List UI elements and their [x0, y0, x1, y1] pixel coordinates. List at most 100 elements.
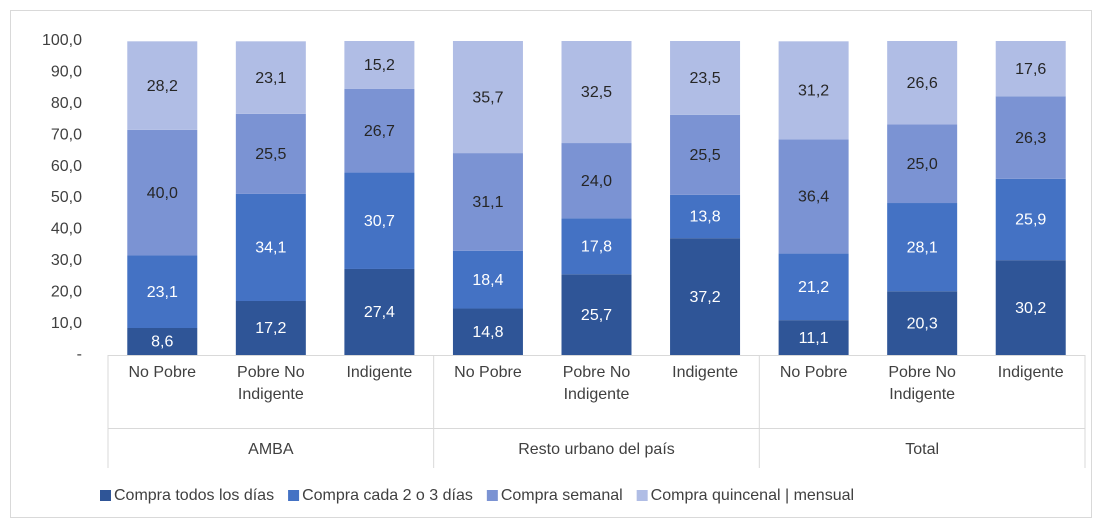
legend-swatch: [288, 490, 300, 501]
chart-border: [10, 10, 1092, 518]
x-tick-label: Indigente: [672, 364, 738, 381]
data-label: 40,0: [147, 185, 178, 202]
group-label: Total: [905, 441, 939, 458]
data-label: 25,5: [255, 146, 286, 163]
y-tick-label: 30,0: [51, 252, 82, 269]
legend-swatch: [100, 490, 111, 501]
y-tick-label: 20,0: [51, 283, 82, 300]
x-tick-label: Pobre No Indigente: [562, 364, 631, 403]
bar-segment: [778, 253, 849, 321]
bar-segment: [778, 320, 849, 355]
data-label: 35,7: [472, 89, 503, 106]
bar-segment: [887, 41, 958, 125]
bar-segment: [235, 193, 306, 301]
y-tick-label: 100,0: [42, 32, 82, 49]
bar-segment: [887, 203, 958, 292]
data-label: 23,1: [255, 70, 286, 87]
bar-segment: [561, 143, 632, 219]
bar-segment: [995, 260, 1066, 355]
bar-segment: [127, 255, 198, 328]
legend-swatch: [636, 490, 648, 501]
y-tick-label: -: [77, 346, 82, 363]
bar-segment: [344, 268, 415, 355]
bar-segment: [995, 96, 1066, 179]
legend-label: Compra quincenal | mensual: [651, 487, 854, 504]
bar-segment: [670, 194, 741, 239]
bar-segment: [344, 41, 415, 89]
x-tick-label: No Pobre: [779, 364, 848, 381]
bar-segment: [235, 300, 306, 355]
x-tick-label: Indigente: [997, 364, 1064, 381]
bar-segment: [670, 238, 741, 355]
x-tick-label: Pobre No Indigente: [888, 364, 956, 403]
legend-label: Compra todos los días: [114, 487, 274, 504]
data-label: 25,7: [581, 307, 612, 324]
x-tick-label: Indigente: [346, 364, 413, 381]
data-label: 24,0: [581, 173, 612, 190]
data-label: 32,5: [581, 84, 612, 101]
bar-segment: [127, 129, 198, 256]
y-tick-label: 40,0: [51, 221, 82, 238]
bar-segment: [995, 41, 1066, 97]
data-label: 13,8: [689, 209, 720, 226]
data-label: 25,5: [689, 147, 720, 164]
data-label: 28,1: [907, 239, 938, 256]
data-label: 37,2: [689, 289, 720, 306]
bar-segment: [344, 88, 415, 173]
bar-segment: [561, 218, 632, 275]
legend-label: Compra cada 2 o 3 días: [302, 487, 473, 504]
bar-segment: [235, 113, 306, 194]
legend-label: Compra semanal: [501, 487, 623, 504]
data-label: 23,5: [689, 70, 720, 87]
data-label: 26,3: [1015, 130, 1046, 147]
data-label: 30,2: [1015, 300, 1046, 317]
data-label: 17,6: [1015, 61, 1046, 78]
data-label: 18,4: [472, 272, 503, 289]
data-label: 23,1: [147, 284, 178, 301]
bar-segment: [344, 172, 415, 269]
y-tick-label: 80,0: [51, 95, 82, 112]
bar-segment: [452, 41, 523, 154]
data-label: 30,7: [364, 213, 395, 230]
x-tick-label: No Pobre: [128, 364, 197, 381]
bar-segment: [995, 178, 1066, 261]
data-label: 20,3: [907, 315, 938, 332]
bar-segment: [127, 327, 198, 355]
bar-segment: [452, 250, 523, 309]
bar-segment: [778, 139, 849, 254]
bar-segment: [670, 114, 741, 195]
bar-segment: [778, 41, 849, 140]
bar-segment: [670, 41, 741, 115]
y-tick-label: 10,0: [51, 315, 82, 332]
data-label: 31,1: [472, 194, 503, 211]
x-tick-label: No Pobre: [454, 364, 522, 381]
data-label: 26,7: [364, 123, 395, 140]
data-label: 25,0: [907, 156, 938, 173]
data-label: 28,2: [147, 78, 178, 95]
data-label: 8,6: [151, 334, 173, 351]
bar-segment: [452, 153, 523, 251]
y-tick-label: 70,0: [51, 126, 82, 143]
y-tick-label: 60,0: [51, 158, 82, 175]
data-label: 17,2: [255, 320, 286, 337]
group-label: AMBA: [248, 441, 294, 458]
bar-segment: [561, 274, 632, 355]
data-label: 14,8: [472, 324, 503, 341]
bar-segment: [887, 124, 958, 204]
y-tick-label: 50,0: [51, 189, 82, 206]
data-label: 17,8: [581, 239, 612, 256]
data-label: 15,2: [364, 57, 395, 74]
data-label: 34,1: [255, 240, 286, 257]
y-tick-label: 90,0: [51, 64, 82, 81]
bar-segment: [235, 41, 306, 114]
bar-segment: [452, 308, 523, 355]
group-label: Resto urbano del país: [518, 441, 675, 458]
data-label: 25,9: [1015, 212, 1046, 229]
data-label: 11,1: [799, 330, 829, 347]
data-label: 27,4: [364, 304, 395, 321]
legend-swatch: [486, 490, 498, 501]
x-tick-label: Pobre No Indigente: [237, 364, 305, 403]
bar-segment: [561, 41, 632, 144]
